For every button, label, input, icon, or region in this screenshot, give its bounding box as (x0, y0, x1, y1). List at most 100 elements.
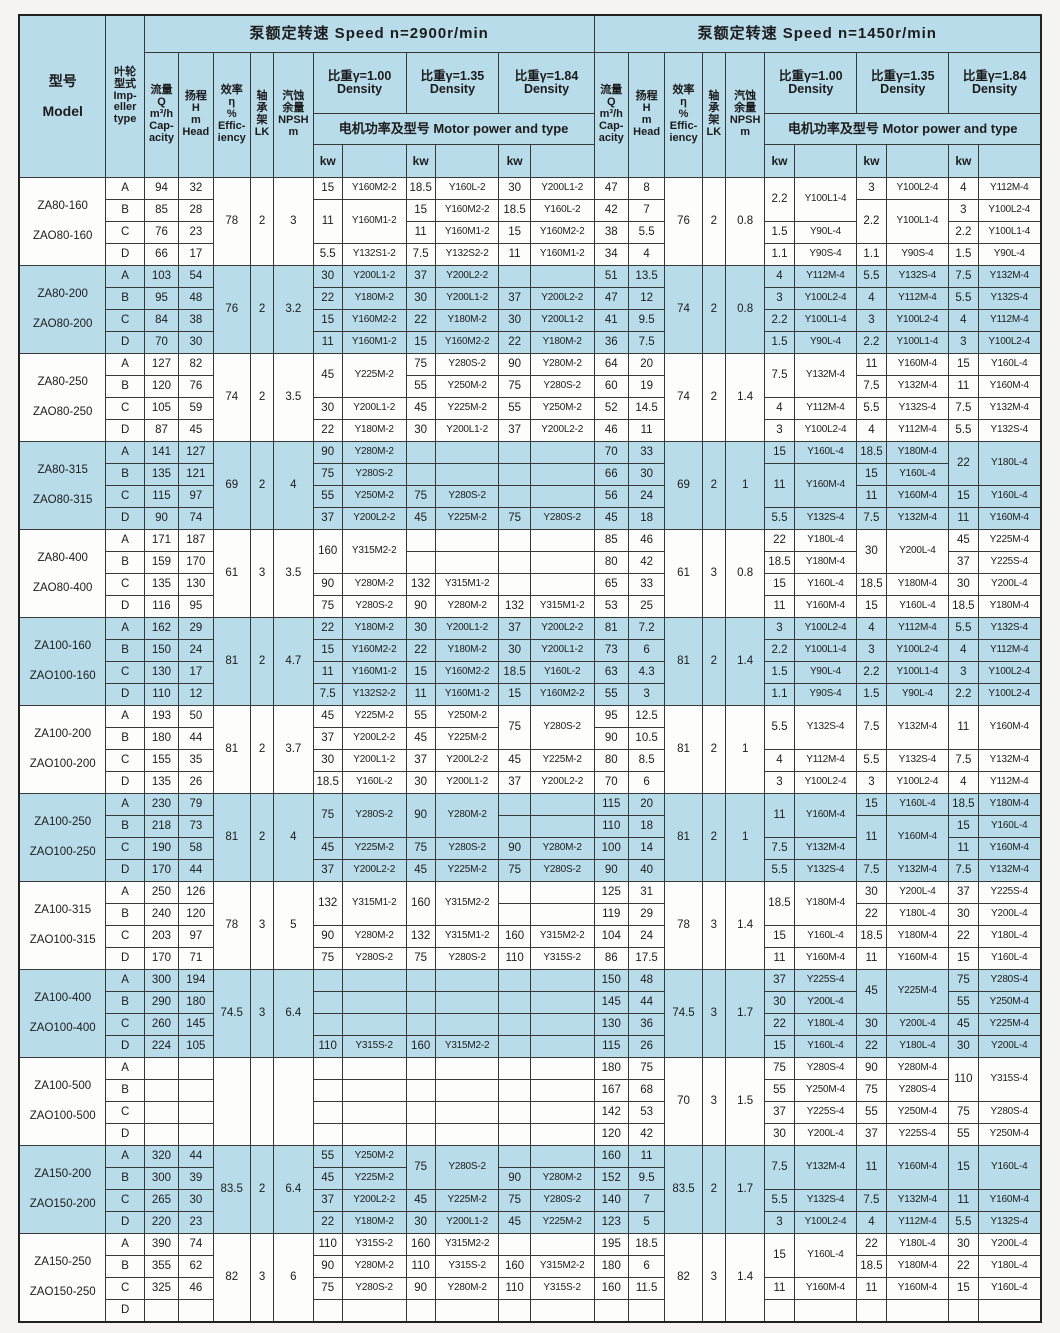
data-cell: Y90L-4 (793, 661, 858, 684)
data-cell: 46 (627, 529, 666, 552)
data-cell: 3 (764, 771, 795, 794)
data-cell: Y180M-2 (529, 331, 595, 354)
data-cell: 3 (701, 1057, 726, 1146)
data-cell: 30 (405, 771, 436, 794)
data-cell: 45 (405, 1189, 436, 1212)
data-cell: 320 (143, 1145, 180, 1168)
data-cell: 162 (143, 617, 180, 640)
data-cell: Y160L-4 (977, 947, 1042, 970)
data-cell: Y280S-2 (529, 859, 595, 882)
data-cell: Y132S2-2 (434, 243, 500, 266)
data-cell: Y112M-4 (977, 639, 1042, 662)
data-cell: 75 (405, 837, 436, 860)
data-cell: Y112M-4 (793, 265, 858, 288)
data-cell: 75 (312, 1277, 343, 1300)
data-cell: Y132M-4 (977, 749, 1042, 772)
data-cell: Y132S-4 (977, 617, 1042, 640)
data-cell: 11 (856, 1145, 887, 1190)
data-cell: Y160L-4 (977, 353, 1042, 376)
data-cell: 15 (312, 177, 343, 200)
data-cell: 11 (856, 1277, 887, 1300)
data-cell: 90 (312, 573, 343, 596)
data-cell (434, 969, 500, 992)
data-cell: 17 (178, 661, 214, 684)
data-cell: 11 (948, 837, 979, 860)
data-cell: C (105, 1277, 145, 1300)
data-cell: Y315M2-2 (434, 1035, 500, 1058)
data-cell: 11.5 (627, 1277, 666, 1300)
data-cell (498, 441, 531, 464)
data-cell: 135 (143, 573, 180, 596)
data-cell: C (105, 661, 145, 684)
data-cell: Y225S-4 (793, 1101, 858, 1124)
data-cell: 5.5 (948, 617, 979, 640)
data-cell: 3 (948, 331, 979, 354)
model-cell: ZA150-250 ZAO150-250 (18, 1233, 107, 1323)
data-cell: Y200L2-2 (341, 1189, 407, 1212)
data-cell: 5.5 (627, 221, 666, 244)
data-cell: C (105, 485, 145, 508)
header-density-184-2900: 比重γ=1.84 Density (498, 52, 595, 114)
data-cell: 325 (143, 1277, 180, 1300)
data-cell: Y90L-4 (793, 221, 858, 244)
data-cell (498, 463, 531, 486)
table-row: B 150 24 15 Y160M2-2 22 Y180M-2 30 Y200L1-2 73 6 2.… (19, 639, 1042, 662)
data-cell (627, 1299, 666, 1323)
data-cell: 11 (856, 947, 887, 970)
data-cell: 170 (143, 859, 180, 882)
data-cell: 3 (701, 881, 726, 970)
data-cell: B (105, 199, 145, 222)
data-cell: 24 (627, 925, 666, 948)
data-cell: 55 (764, 1079, 795, 1102)
data-cell (405, 991, 436, 1014)
table-row: ZA100-250 ZAO100-250 A 230 79 81 2 4 75 Y280S-2 9… (18, 793, 1042, 882)
data-cell (498, 1299, 531, 1323)
data-cell: 74 (178, 507, 214, 530)
data-cell: 44 (178, 1145, 214, 1168)
data-cell: Y100L2-4 (793, 617, 858, 640)
table-row: B 120 76 55 Y250M-2 75 Y280S-2 60 19 7.5 Y132M-4 11… (19, 375, 1042, 398)
data-cell: Y112M-4 (977, 177, 1042, 200)
data-cell: 7.5 (764, 1145, 795, 1190)
data-cell: 86 (593, 947, 629, 970)
data-cell: C (105, 837, 145, 860)
data-cell: 150 (593, 969, 629, 992)
data-cell: Y160M1-2 (341, 661, 407, 684)
data-cell: 62 (178, 1255, 214, 1278)
data-cell: B (105, 287, 145, 310)
table-row: D 116 95 75 Y280S-2 90 Y280M-2 132 Y315M1-2 53 25 1… (19, 595, 1042, 618)
data-cell: 53 (593, 595, 629, 618)
data-cell: 75 (405, 947, 436, 970)
data-cell: 170 (143, 947, 180, 970)
data-cell: 15 (856, 793, 887, 816)
data-cell: 45 (312, 353, 343, 398)
data-cell: 45 (948, 529, 979, 552)
data-cell: 3 (948, 199, 979, 222)
data-cell (434, 1101, 500, 1124)
data-cell: 30 (627, 463, 666, 486)
data-cell: 22 (856, 903, 887, 926)
data-cell: 45 (498, 749, 531, 772)
data-cell: 11 (856, 353, 887, 376)
data-cell: Y100L2-4 (977, 683, 1042, 706)
data-cell: 95 (143, 287, 180, 310)
data-cell: 18.5 (312, 771, 343, 794)
data-cell (341, 1057, 407, 1080)
data-cell: 2.2 (856, 331, 887, 354)
data-cell: Y280S-2 (341, 595, 407, 618)
data-cell: 2.2 (764, 309, 795, 332)
data-cell: 22 (312, 1211, 343, 1234)
table-row: D 66 17 5.5 Y132S1-2 7.5 Y132S2-2 11 Y160M1-2 34 4… (19, 243, 1042, 266)
data-cell: 5.5 (856, 749, 887, 772)
data-cell: 2.2 (764, 177, 795, 222)
data-cell: 5.5 (948, 419, 979, 442)
data-cell: Y160M-4 (885, 353, 950, 376)
data-cell (529, 1079, 595, 1102)
data-cell: 2 (249, 441, 275, 530)
data-cell: 3 (764, 1211, 795, 1234)
data-cell: 18.5 (764, 551, 795, 574)
data-cell: 390 (143, 1233, 180, 1256)
data-cell: Y132S-4 (793, 705, 858, 750)
data-cell: 41 (593, 309, 629, 332)
data-cell: 18.5 (948, 793, 979, 816)
